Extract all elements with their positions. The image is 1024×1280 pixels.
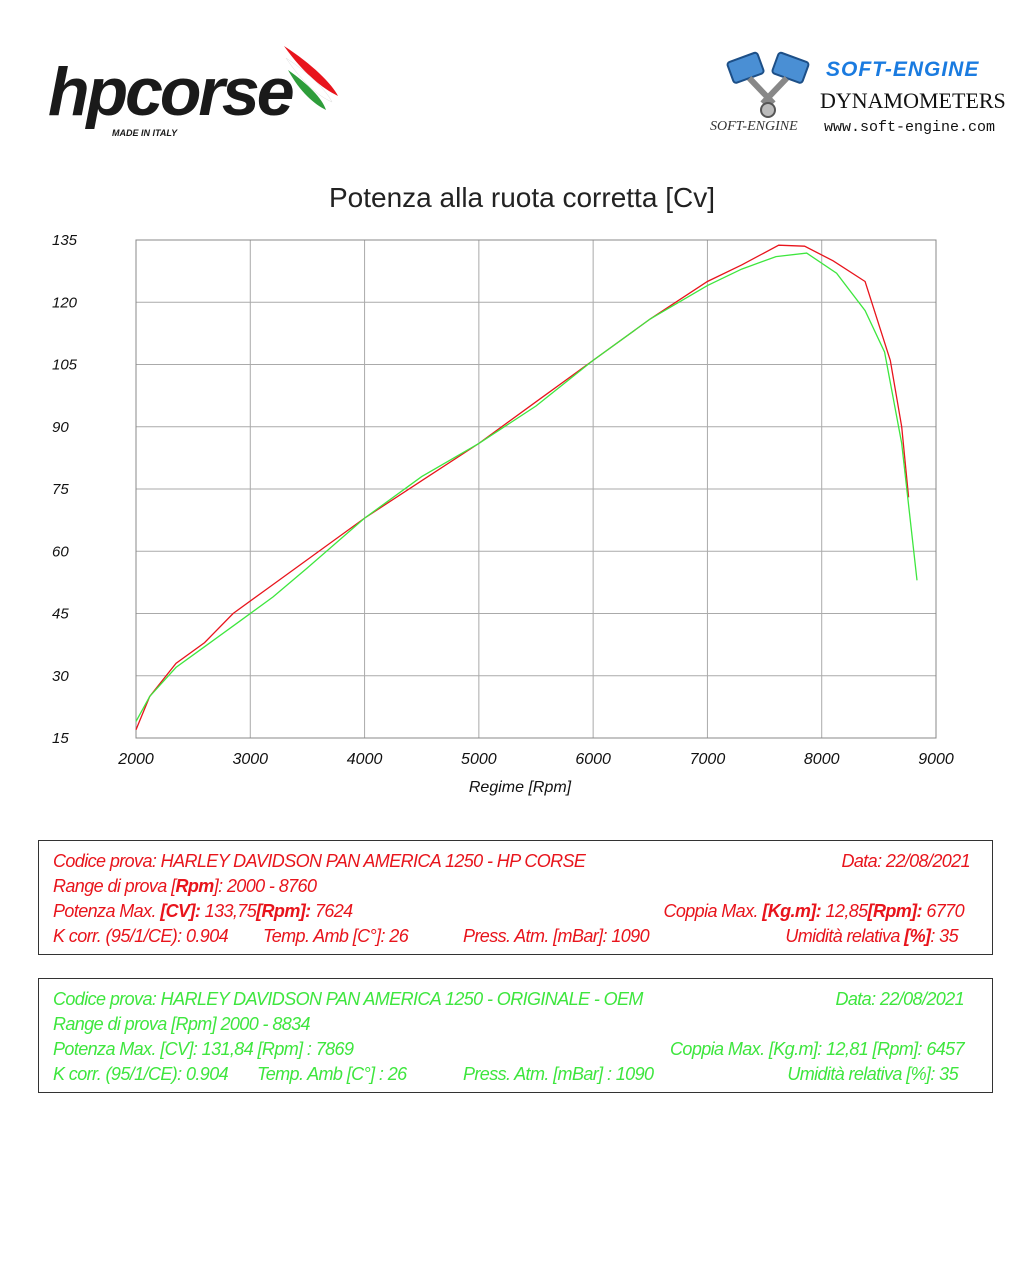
- y-tick-label: 120: [52, 294, 78, 311]
- humidity: Umidità relativa [%]: 35: [785, 926, 958, 947]
- power-max-rpm: 7624: [314, 901, 353, 921]
- y-tick-label: 90: [52, 419, 69, 436]
- x-tick-label: 6000: [575, 751, 611, 768]
- test-range-label: Range di prova [: [53, 876, 176, 896]
- test-date-value: 22/08/2021: [879, 989, 965, 1009]
- soft-engine-logo: SOFT-ENGINE SOFT-ENGINE DYNAMOMETERS www…: [706, 48, 1016, 144]
- torque-max-rpm-unit: [Rpm]:: [867, 901, 923, 921]
- test-info-box-hp-corse: Codice prova: HARLEY DAVIDSON PAN AMERIC…: [38, 840, 993, 955]
- test-date-label: Data:: [835, 989, 876, 1009]
- series-line-1: [135, 244, 910, 730]
- chart-title: Potenza alla ruota corretta [Cv]: [329, 182, 715, 213]
- ambient-temp: Temp. Amb [C°]: 26: [263, 926, 409, 946]
- test-code-line: Codice prova: HARLEY DAVIDSON PAN AMERIC…: [53, 851, 586, 872]
- power-chart: 2000 3000 4000 5000 6000 7000 8000 9000 135 120 10…: [52, 232, 954, 796]
- torque-max-label: Coppia Max.: [663, 901, 758, 921]
- torque-max: Coppia Max. [Kg.m]: 12,81 [Rpm]: 6457: [670, 1039, 965, 1059]
- torque-max-rpm: 6770: [926, 901, 964, 921]
- test-code-line: Codice prova: HARLEY DAVIDSON PAN AMERIC…: [53, 989, 643, 1010]
- test-code-label: Codice prova:: [53, 989, 157, 1009]
- test-date: Data: 22/08/2021: [841, 851, 970, 872]
- test-code-value: HARLEY DAVIDSON PAN AMERICA 1250 - ORIGI…: [160, 989, 644, 1009]
- hpcorse-logo: hpcorse MADE IN ITALY: [44, 44, 344, 154]
- torque-max-value: 12,85: [825, 901, 869, 921]
- hpcorse-wordmark: hpcorse: [48, 54, 295, 130]
- power-max-value: 133,75: [204, 901, 257, 921]
- test-date: Data: 22/08/2021: [835, 989, 964, 1010]
- y-tick-label: 135: [52, 232, 78, 249]
- test-range: Range di prova [Rpm] 2000 - 8834: [53, 1014, 311, 1034]
- atm-pressure: Press. Atm. [mBar] : 1090: [463, 1064, 654, 1084]
- soft-engine-brand: SOFT-ENGINE: [826, 58, 980, 81]
- y-tick-label: 30: [52, 668, 69, 685]
- test-code-label: Codice prova:: [53, 851, 157, 871]
- plot-frame: [135, 239, 937, 739]
- y-tick-label: 45: [52, 606, 69, 623]
- soft-engine-small-wordmark: SOFT-ENGINE: [710, 119, 798, 134]
- test-range: Range di prova [Rpm]: 2000 - 8760: [53, 876, 317, 897]
- humidity-label: Umidità relativa: [785, 926, 900, 946]
- x-tick-label: 2000: [117, 751, 154, 768]
- atm-pressure: Press. Atm. [mBar]: 1090: [463, 926, 650, 946]
- k-corr: K corr. (95/1/CE): 0.904: [53, 1064, 229, 1084]
- ambient-temp: Temp. Amb [C°] : 26: [257, 1064, 407, 1084]
- test-date-label: Data:: [841, 851, 882, 871]
- test-range-value: ]: 2000 - 8760: [213, 876, 317, 896]
- torque-max-unit: [Kg.m]:: [762, 901, 822, 921]
- x-tick-label: 3000: [232, 751, 268, 768]
- power-max: Potenza Max. [CV]: 133,75[Rpm]: 7624: [53, 901, 353, 922]
- x-tick-label: 4000: [347, 751, 383, 768]
- x-axis-label: Regime [Rpm]: [469, 779, 572, 796]
- test-code-value: HARLEY DAVIDSON PAN AMERICA 1250 - HP CO…: [160, 851, 586, 871]
- y-tick-label: 105: [52, 357, 78, 374]
- x-tick-label: 5000: [461, 751, 497, 768]
- humidity-unit: [%]: [904, 926, 931, 946]
- power-max: Potenza Max. [CV]: 131,84 [Rpm] : 7869: [53, 1039, 354, 1059]
- x-tick-label: 7000: [690, 751, 726, 768]
- k-corr: K corr. (95/1/CE): 0.904: [53, 926, 229, 946]
- humidity: Umidità relativa [%]: 35: [787, 1064, 958, 1084]
- power-max-rpm-unit: [Rpm]:: [256, 901, 311, 921]
- y-tick-label: 60: [52, 543, 69, 560]
- test-info-box-oem: Codice prova: HARLEY DAVIDSON PAN AMERIC…: [38, 978, 993, 1093]
- torque-max: Coppia Max. [Kg.m]: 12,85[Rpm]: 6770: [663, 901, 964, 922]
- power-max-label: Potenza Max.: [53, 901, 156, 921]
- soft-engine-website: www.soft-engine.com: [824, 119, 996, 136]
- series-line-2: [135, 252, 918, 722]
- soft-engine-dynamometers: DYNAMOMETERS: [820, 88, 1006, 113]
- hpcorse-tagline: MADE IN ITALY: [112, 128, 178, 138]
- y-tick-label: 75: [52, 481, 69, 498]
- pistons-icon: [726, 51, 810, 118]
- test-range-unit: Rpm: [175, 876, 214, 896]
- x-tick-label: 8000: [804, 751, 840, 768]
- power-max-unit: [CV]:: [160, 901, 201, 921]
- italian-flag-swoosh-icon: [284, 46, 338, 110]
- y-tick-label: 15: [52, 730, 69, 747]
- test-date-value: 22/08/2021: [885, 851, 971, 871]
- x-tick-label: 9000: [918, 751, 954, 768]
- humidity-value: : 35: [930, 926, 958, 946]
